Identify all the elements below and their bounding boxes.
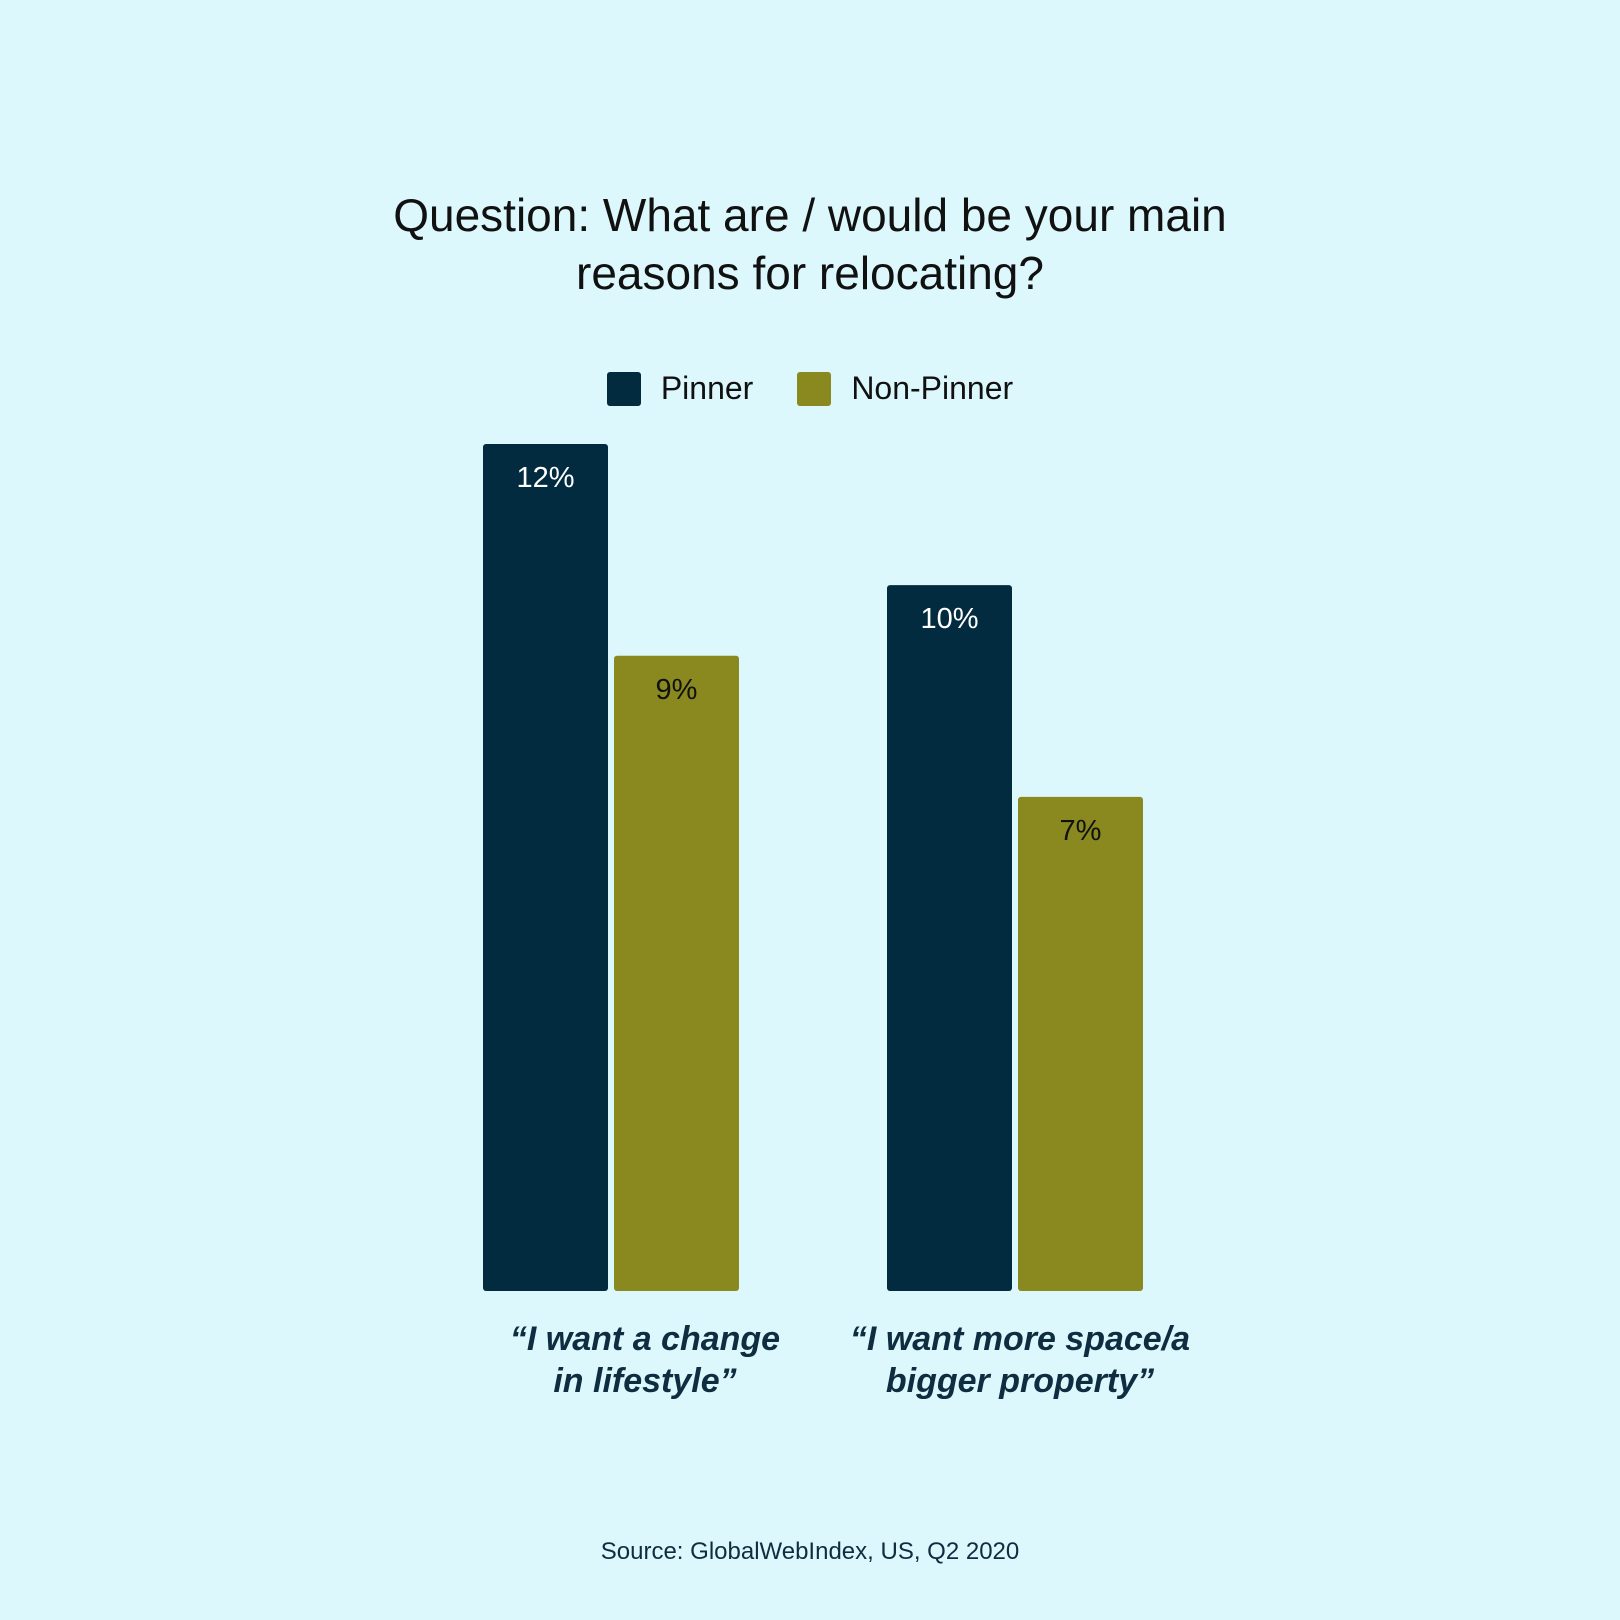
data-label-non-pinner-lifestyle: 9% xyxy=(656,674,698,706)
legend-label-pinner: Pinner xyxy=(660,370,754,406)
category-label-lifestyle-line-1: “I want a change xyxy=(509,1320,781,1358)
data-label-non-pinner-space: 7% xyxy=(1060,815,1102,847)
bar-pinner-space xyxy=(887,585,1012,1291)
bar-pinner-lifestyle xyxy=(483,444,608,1291)
legend-label-non-pinner: Non-Pinner xyxy=(851,370,1014,406)
legend-swatch-pinner xyxy=(606,371,641,406)
chart-title-line-1: Question: What are / would be your main xyxy=(393,188,1227,241)
bar-non-pinner-lifestyle xyxy=(614,655,739,1291)
data-label-pinner-space: 10% xyxy=(920,603,978,635)
legend-item-non-pinner: Non-Pinner xyxy=(797,370,1013,407)
legend-item-pinner: Pinner xyxy=(606,370,754,407)
category-label-lifestyle: “I want a change in lifestyle” xyxy=(435,1318,855,1402)
chart-legend: Pinner Non-Pinner xyxy=(0,370,1620,407)
chart-title-line-2: reasons for relocating? xyxy=(576,246,1044,299)
data-label-pinner-lifestyle: 12% xyxy=(516,462,574,494)
category-label-space-line-1: “I want more space/a xyxy=(849,1320,1191,1358)
chart-title: Question: What are / would be your main … xyxy=(0,186,1620,302)
bar-non-pinner-space xyxy=(1018,796,1143,1291)
category-label-space: “I want more space/a bigger property” xyxy=(810,1318,1230,1402)
legend-swatch-non-pinner xyxy=(797,371,832,406)
category-label-space-line-2: bigger property” xyxy=(885,1362,1155,1400)
category-label-lifestyle-line-2: in lifestyle” xyxy=(553,1362,737,1400)
source-note: Source: GlobalWebIndex, US, Q2 2020 xyxy=(600,1538,1020,1565)
